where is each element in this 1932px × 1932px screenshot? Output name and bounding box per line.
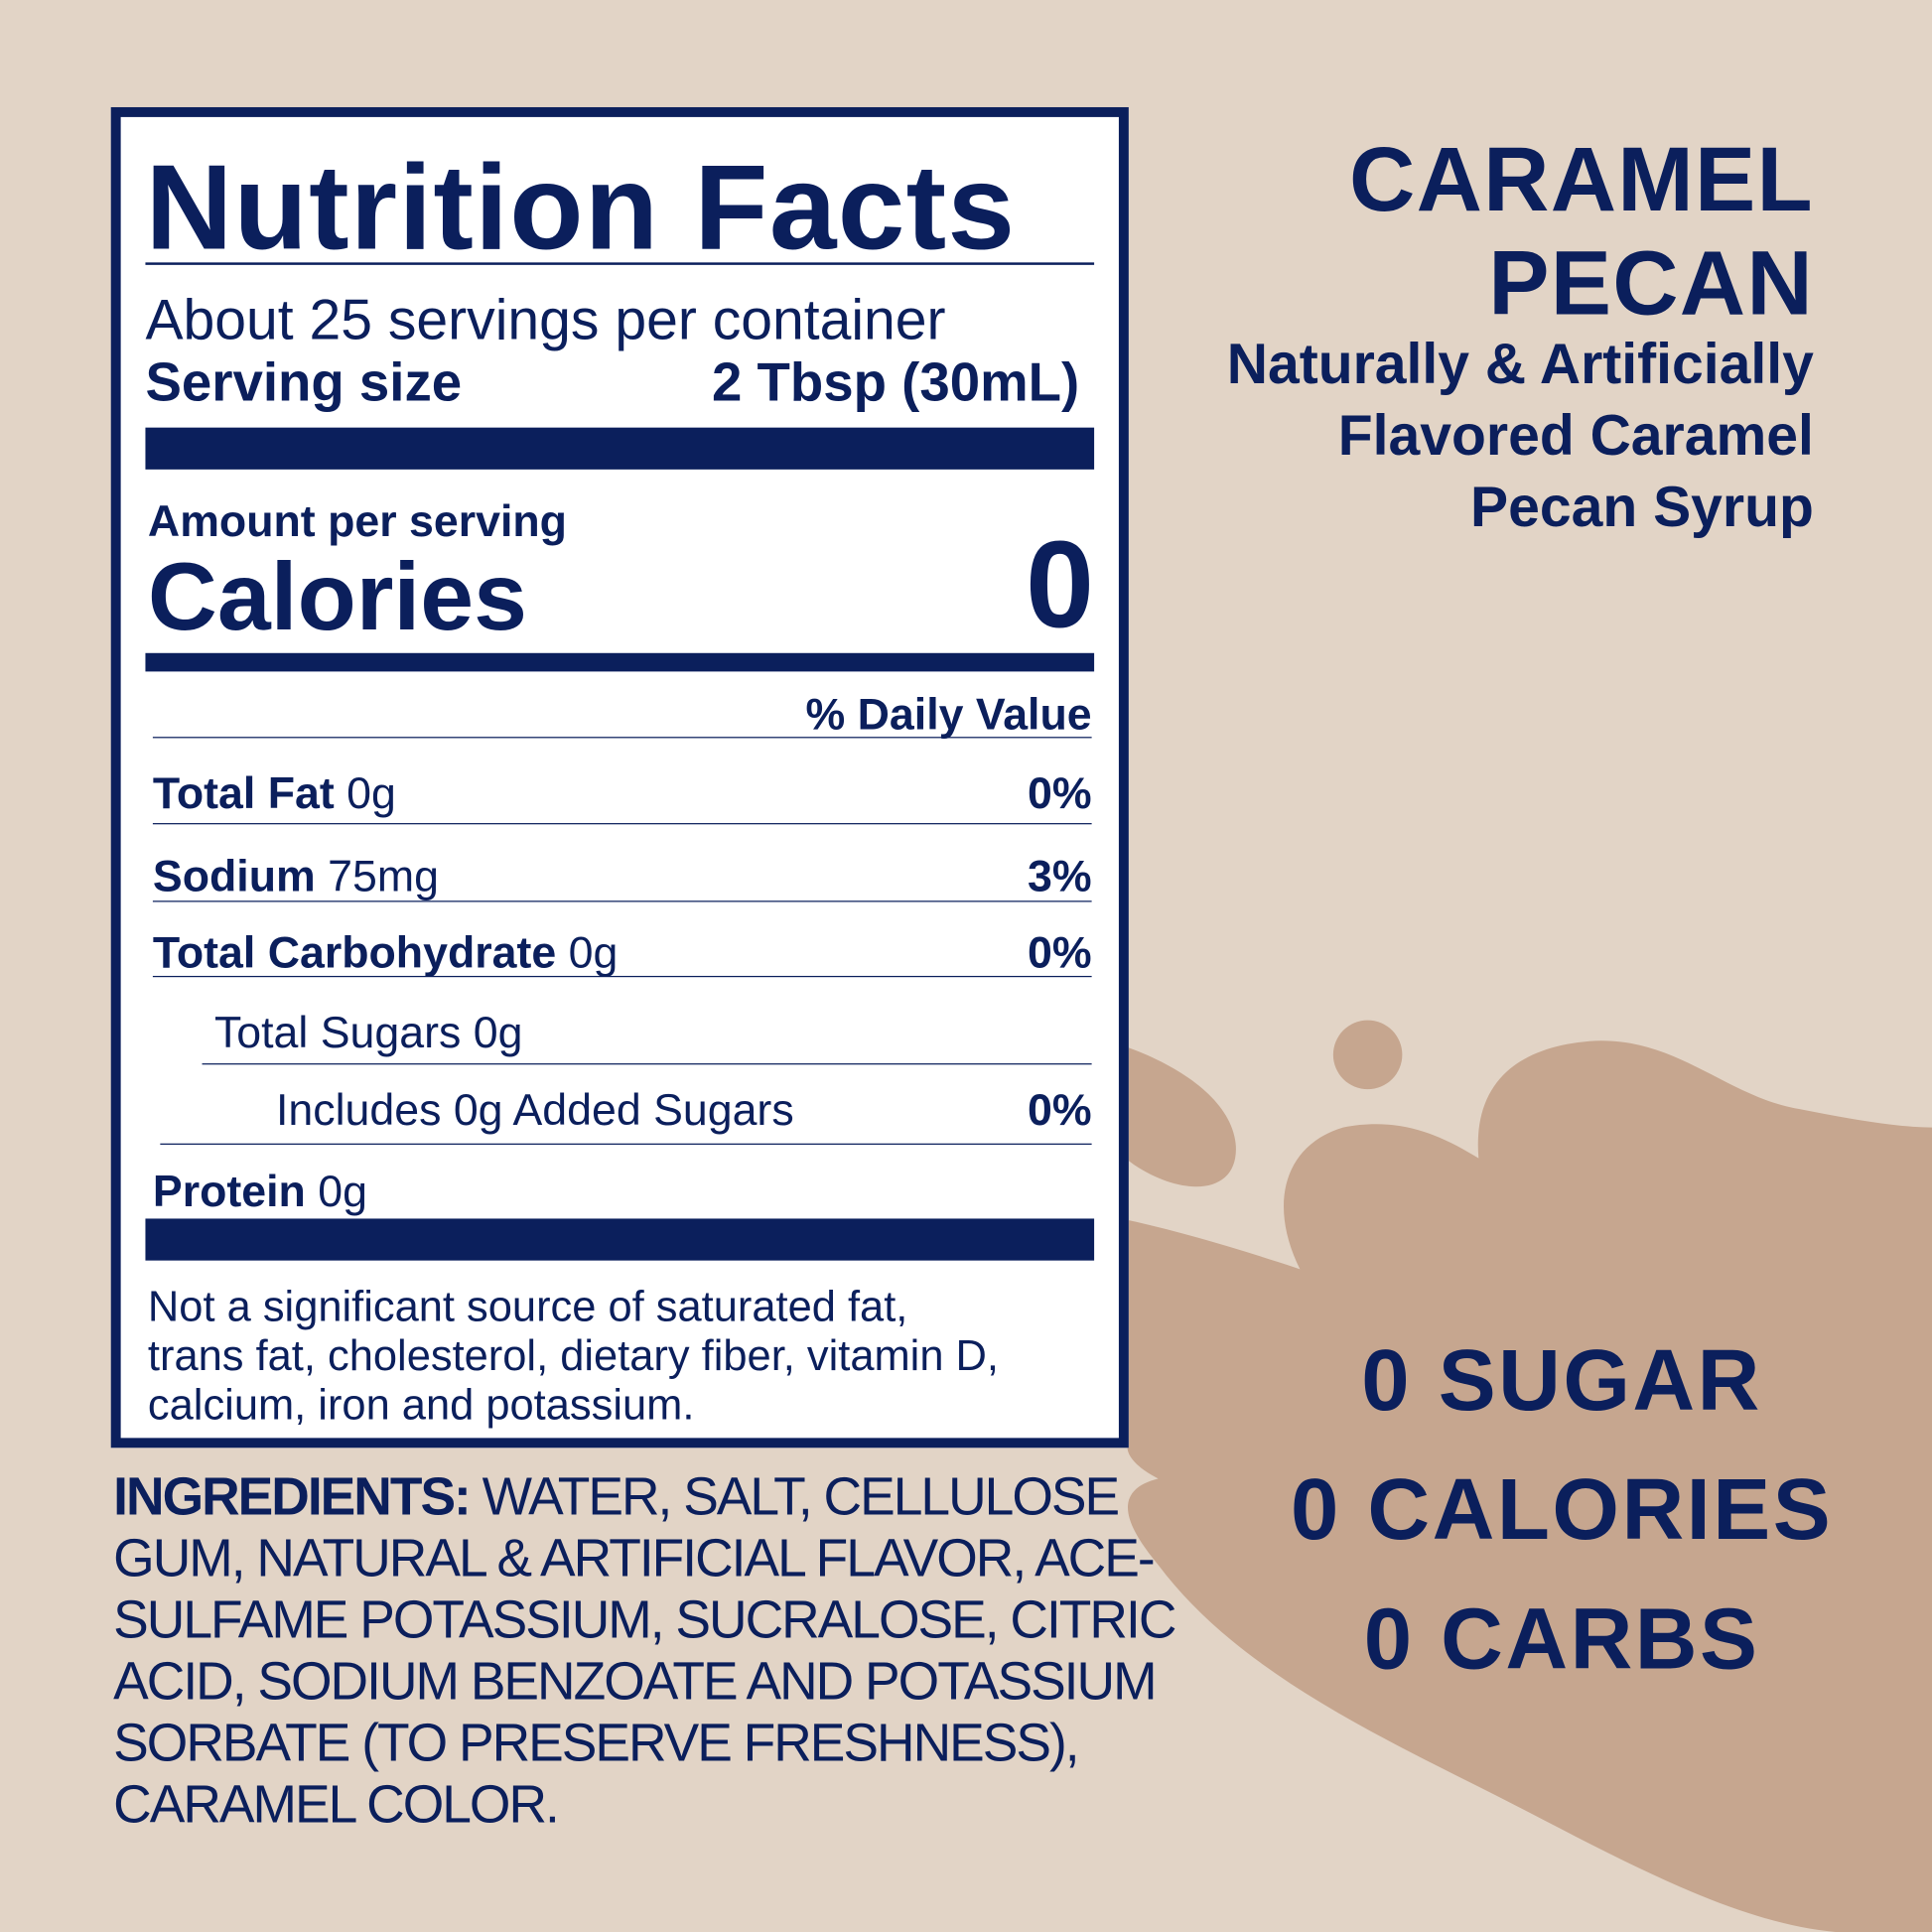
product-description-line: Flavored Caramel [1337,402,1814,468]
footnote-line: trans fat, cholesterol, dietary fiber, v… [147,1331,1000,1381]
footnote: Not a significant source of saturated fa… [148,1283,999,1431]
footnote-line: calcium, iron and potassium. [147,1381,695,1430]
claim-sugar: 0 SUGAR [1361,1331,1762,1429]
ingredients-line: CARAMEL COLOR. [113,1775,560,1835]
ingredients-label: INGREDIENTS: [113,1467,472,1527]
ingredients-line: WATER, SALT, CELLULOSE [469,1467,1120,1527]
nutrient-name: Protein [152,1166,306,1216]
product-description: Naturally & Artificially Flavored Carame… [1227,328,1814,542]
nutrient-row-added-sugars: Includes 0g Added Sugars 0% [276,1085,1092,1135]
nutrient-amount: 0g [318,1166,367,1216]
splash-main [1127,1040,1932,1932]
splash-drop-left [1108,1040,1236,1187]
nutrient-amount: 0g [346,767,396,819]
nutrient-row-total-carbohydrate: Total Carbohydrate 0g 0% [152,926,1092,978]
divider-thick [145,427,1095,470]
ingredients-line: SULFAME POTASSIUM, SUCRALOSE, CITRIC [113,1590,1176,1650]
label-title: Nutrition Facts [145,139,1017,275]
nutrient-row-total-sugars: Total Sugars 0g [214,1008,1092,1057]
ingredients-list: INGREDIENTS: WATER, SALT, CELLULOSE GUM,… [113,1466,1176,1836]
ingredients-line: ACID, SODIUM BENZOATE AND POTASSIUM [113,1652,1157,1712]
product-name: CARAMEL PECAN [1349,128,1814,336]
servings-per-container: About 25 servings per container [145,287,946,351]
ingredients-line: GUM, NATURAL & ARTIFICIAL FLAVOR, ACE- [113,1529,1155,1588]
divider-hairline [152,737,1092,739]
serving-size-value: 2 Tbsp (30mL) [712,351,1080,413]
claim-calories: 0 CALORIES [1290,1460,1834,1558]
divider-medium [145,652,1095,672]
nutrient-row-protein: Protein 0g [153,1167,1092,1216]
divider-thin [145,262,1095,265]
nutrient-name: Sodium [152,850,316,901]
footnote-line: Not a significant source of saturated fa… [147,1282,908,1331]
nutrient-amount: 0g [568,926,619,978]
nutrition-facts-label: Nutrition Facts About 25 servings per co… [110,106,1129,1449]
divider-thick [145,1218,1095,1261]
product-name-line: CARAMEL [1349,128,1814,231]
ingredients-line: SORBATE (TO PRESERVE FRESHNESS), [113,1714,1079,1773]
nutrient-dv: 0% [1028,1084,1092,1136]
divider-hairline [160,1143,1092,1145]
nutrient-amount: Includes 0g Added Sugars [276,1084,794,1136]
nutrient-dv: 0% [1028,926,1092,978]
nutrient-row-sodium: Sodium 75mg 3% [152,850,1092,901]
nutrient-name: Total Fat [152,767,335,819]
serving-size-label: Serving size [145,351,463,413]
divider-hairline [202,1063,1092,1065]
nutrient-name: Total Carbohydrate [152,926,557,978]
product-description-line: Naturally & Artificially [1226,331,1814,396]
product-description-line: Pecan Syrup [1470,474,1814,539]
calories-label: Calories [147,542,527,651]
nutrient-dv: 3% [1028,850,1092,901]
divider-hairline [152,975,1092,978]
nutrient-amount: Total Sugars 0g [213,1006,523,1057]
divider-hairline [152,823,1092,825]
nutrient-row-total-fat: Total Fat 0g 0% [153,768,1092,818]
daily-value-header: % Daily Value [805,688,1092,740]
calories-value: 0 [1026,516,1095,655]
splash-droplet [1332,1020,1403,1090]
product-name-line: PECAN [1488,231,1814,335]
nutrient-dv: 0% [1028,767,1092,819]
divider-hairline [152,900,1092,902]
claim-carbs: 0 CARBS [1363,1590,1760,1688]
nutrient-amount: 75mg [328,850,439,901]
amount-per-serving: Amount per serving [147,494,567,546]
